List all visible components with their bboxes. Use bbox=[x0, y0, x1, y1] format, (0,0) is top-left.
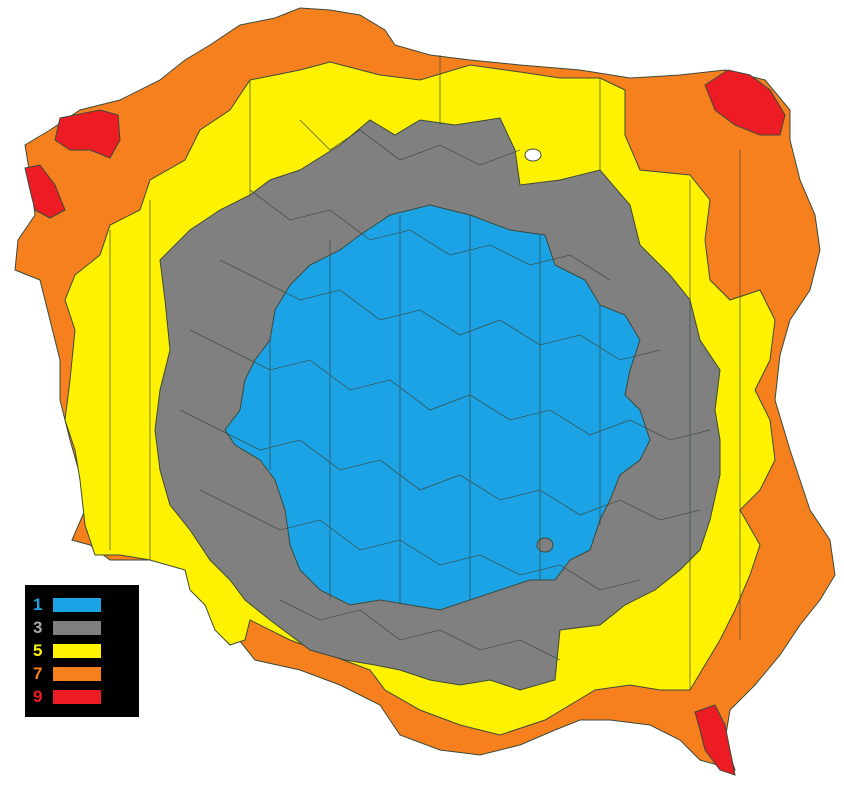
legend-value: 7 bbox=[33, 663, 43, 683]
legend-value: 9 bbox=[33, 686, 43, 706]
legend-swatch bbox=[53, 689, 101, 704]
zone-9-northwest bbox=[54, 109, 121, 159]
county-borders bbox=[109, 55, 741, 690]
legend-item-1: 1 bbox=[25, 593, 139, 616]
zone-9-west-island bbox=[24, 164, 66, 219]
zone-9-northeast bbox=[704, 69, 786, 136]
legend-swatch bbox=[53, 620, 101, 635]
lake-north bbox=[524, 148, 542, 162]
legend-swatch bbox=[53, 597, 101, 612]
legend-item-7: 7 bbox=[25, 662, 139, 685]
legend-value: 3 bbox=[33, 617, 43, 637]
legend-item-5: 5 bbox=[25, 639, 139, 662]
legend-item-3: 3 bbox=[25, 616, 139, 639]
legend-value: 5 bbox=[33, 640, 43, 660]
legend-swatch bbox=[53, 666, 101, 681]
legend-item-9: 9 bbox=[25, 685, 139, 708]
legend-swatch bbox=[53, 643, 101, 658]
hole-grey-in-core bbox=[536, 537, 554, 553]
map-legend: 1 3 5 7 9 bbox=[25, 585, 139, 717]
zone-9-southeast bbox=[694, 704, 736, 776]
legend-value: 1 bbox=[33, 594, 43, 614]
